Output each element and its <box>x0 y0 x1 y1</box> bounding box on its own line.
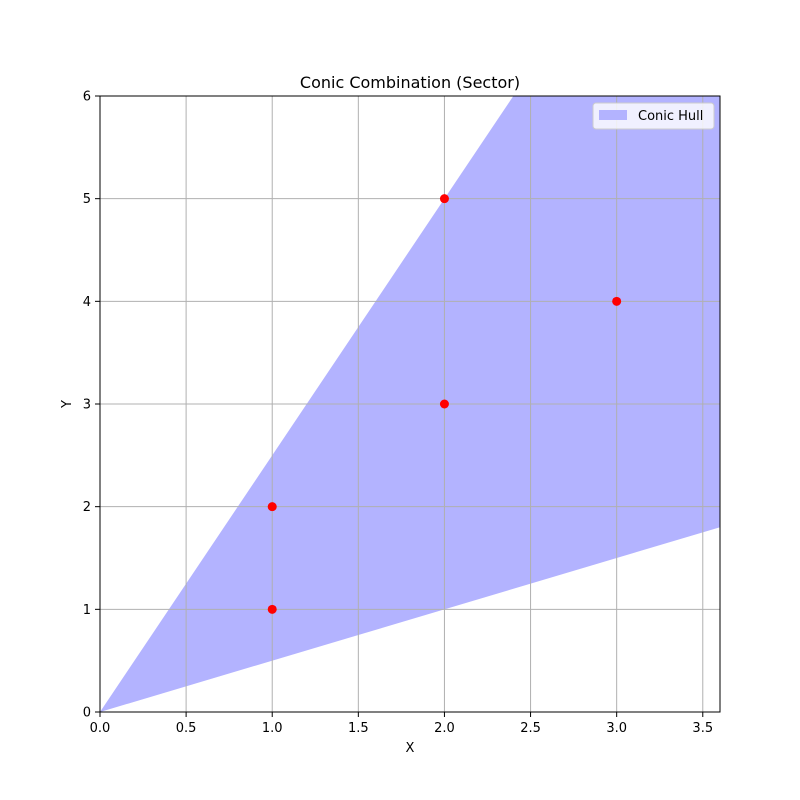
y-tick-label: 4 <box>83 295 91 310</box>
x-tick-label: 1.5 <box>348 721 369 736</box>
x-tick-label: 1.0 <box>262 721 283 736</box>
y-tick-label: 3 <box>83 398 91 413</box>
x-tick-label: 2.0 <box>434 721 455 736</box>
y-tick-label: 6 <box>83 90 91 105</box>
x-axis-ticks: 0.0 0.5 1.0 1.5 2.0 2.5 3.0 3.5 <box>90 712 713 736</box>
y-axis-label: Y <box>60 400 75 409</box>
legend-swatch-conic-hull <box>599 110 627 120</box>
x-tick-label: 0.0 <box>90 721 111 736</box>
legend-box <box>592 102 715 130</box>
y-tick-label: 2 <box>83 500 91 515</box>
x-tick-label: 3.5 <box>692 721 713 736</box>
y-tick-label: 5 <box>83 192 91 207</box>
x-tick-label: 3.0 <box>606 721 627 736</box>
legend-label-conic-hull: Conic Hull <box>638 109 703 124</box>
x-axis-label: X <box>406 741 415 756</box>
y-axis-ticks: 0 1 2 3 4 5 6 <box>83 90 100 721</box>
chart-title: Conic Combination (Sector) <box>300 73 520 92</box>
data-point <box>439 399 449 409</box>
data-point <box>439 194 449 204</box>
data-point <box>267 502 277 512</box>
y-tick-label: 0 <box>83 706 91 721</box>
legend: Conic Hull <box>592 102 715 130</box>
data-point <box>612 296 622 306</box>
scatter-points <box>267 194 622 614</box>
x-tick-label: 2.5 <box>520 721 541 736</box>
data-point <box>267 604 277 614</box>
x-tick-label: 0.5 <box>176 721 197 736</box>
y-tick-label: 1 <box>83 603 91 618</box>
